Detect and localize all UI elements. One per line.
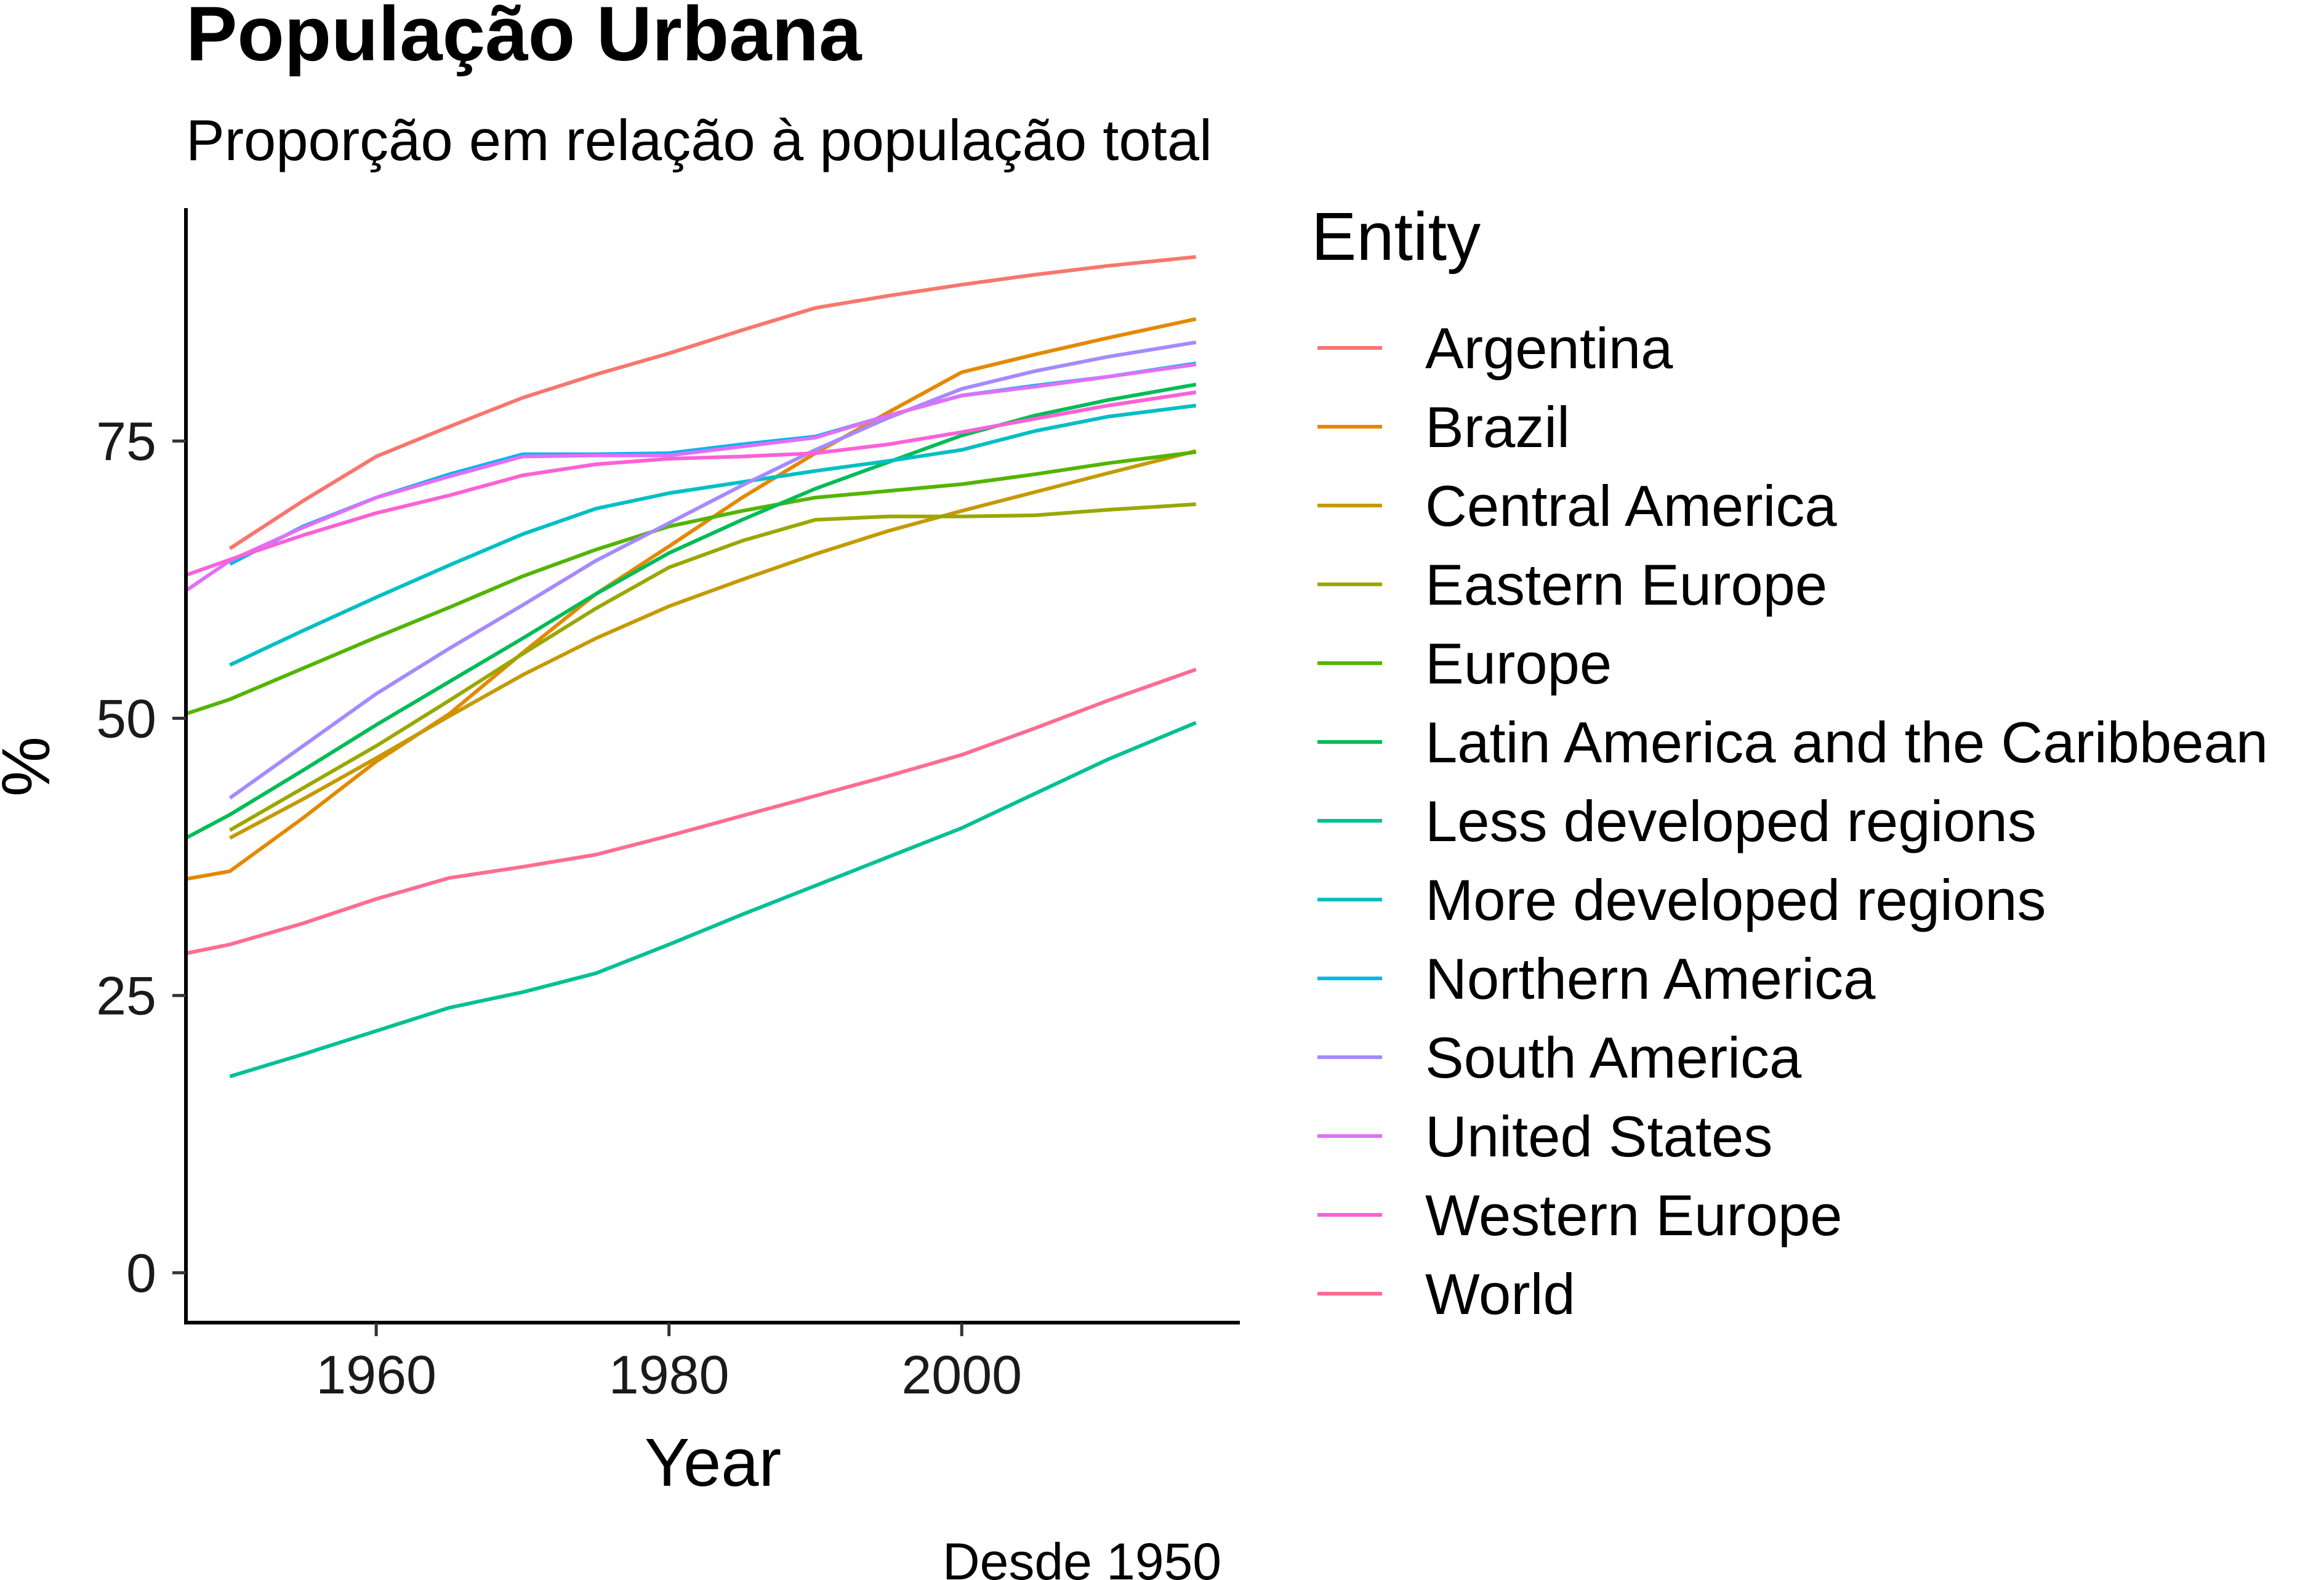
- legend-label: Argentina: [1425, 316, 1673, 381]
- y-tick-label: 50: [96, 688, 156, 749]
- series-line-central-america: [228, 449, 1197, 840]
- series-line-brazil: [185, 317, 1197, 881]
- y-tick-label: 25: [96, 965, 156, 1026]
- series-line-united-states: [185, 362, 1197, 592]
- legend: Argentina Brazil Central America Eastern Eu…: [1317, 316, 2268, 1326]
- series-line-eastern-europe: [228, 502, 1196, 832]
- legend-label: World: [1425, 1262, 1575, 1326]
- chart-subtitle: Proporção em relação à população total: [186, 108, 1212, 172]
- legend-label: Central America: [1425, 474, 1837, 538]
- legend-label: Western Europe: [1425, 1183, 1843, 1247]
- series-line-south-america: [228, 340, 1197, 800]
- legend-label: Eastern Europe: [1425, 552, 1827, 617]
- y-tick-label: 0: [126, 1243, 156, 1304]
- series-line-world: [185, 667, 1197, 956]
- legend-label: Brazil: [1425, 395, 1570, 459]
- series-line-europe: [185, 450, 1197, 716]
- legend-label: United States: [1425, 1104, 1772, 1169]
- x-axis-ticks: 1960 1980 2000: [316, 1323, 1022, 1405]
- plot-lines: [185, 255, 1197, 1079]
- y-axis-title: %: [0, 736, 64, 797]
- series-line-less-developed-regions: [229, 720, 1197, 1079]
- chart-title: População Urbana: [186, 0, 862, 77]
- x-tick-label: 1980: [609, 1344, 730, 1405]
- legend-label: Europe: [1425, 631, 1612, 696]
- y-tick-label: 75: [96, 411, 156, 472]
- x-axis-title: Year: [645, 1425, 781, 1501]
- chart-caption: Desde 1950: [943, 1533, 1221, 1580]
- legend-label: More developed regions: [1425, 868, 2046, 932]
- x-tick-label: 1960: [316, 1344, 436, 1405]
- series-line-argentina: [228, 255, 1197, 550]
- legend-title: Entity: [1311, 199, 1481, 275]
- legend-label: Latin America and the Caribbean: [1425, 710, 2268, 775]
- series-line-more-developed-regions: [229, 403, 1197, 667]
- legend-label: South America: [1425, 1025, 1802, 1090]
- x-tick-label: 2000: [901, 1344, 1022, 1405]
- legend-label: Northern America: [1425, 946, 1876, 1011]
- y-axis-ticks: 0 25 50 75: [96, 411, 186, 1304]
- legend-label: Less developed regions: [1425, 789, 2037, 853]
- series-line-western-europe: [185, 390, 1197, 577]
